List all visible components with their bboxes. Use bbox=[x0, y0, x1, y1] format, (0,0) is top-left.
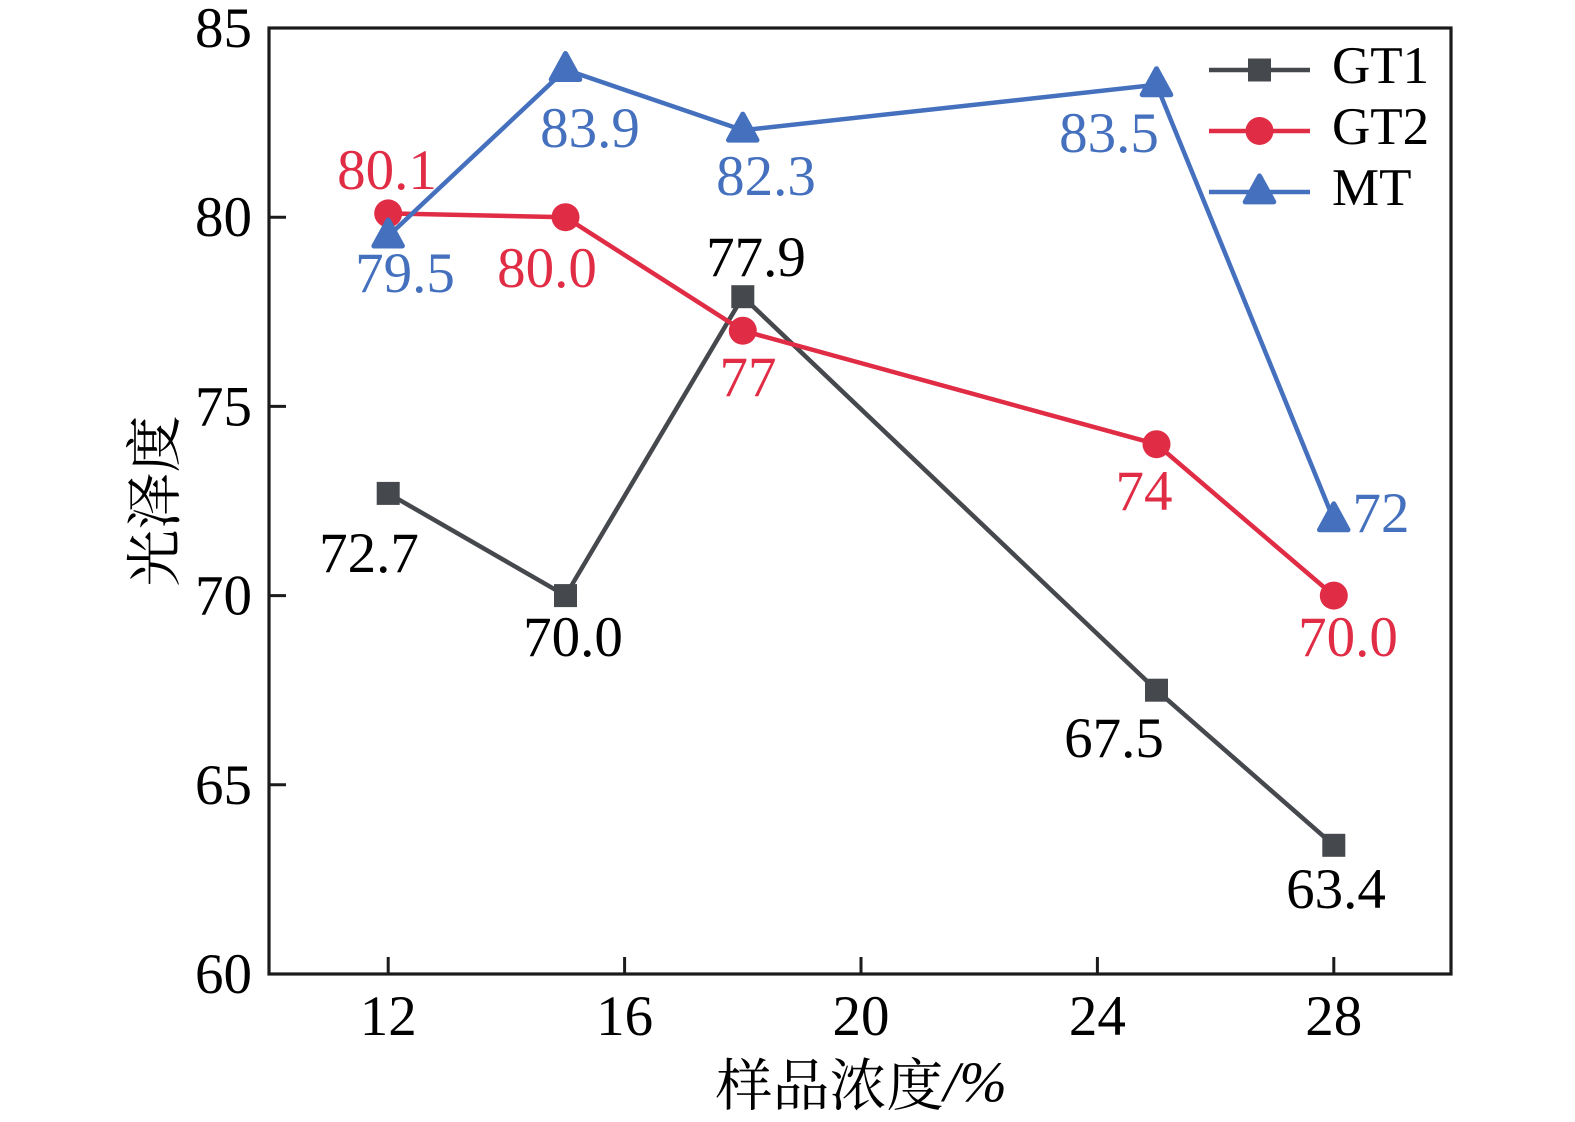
svg-text:60: 60 bbox=[195, 943, 252, 1006]
svg-text:70: 70 bbox=[195, 565, 252, 628]
svg-text:MT: MT bbox=[1332, 159, 1412, 217]
svg-text:80.1: 80.1 bbox=[337, 139, 437, 202]
svg-text:24: 24 bbox=[1069, 985, 1126, 1048]
svg-text:70.0: 70.0 bbox=[523, 606, 623, 669]
svg-text:20: 20 bbox=[833, 985, 890, 1048]
svg-text:GT1: GT1 bbox=[1332, 37, 1429, 95]
svg-text:12: 12 bbox=[360, 985, 417, 1048]
svg-text:85: 85 bbox=[195, 0, 252, 60]
svg-text:83.5: 83.5 bbox=[1059, 102, 1159, 165]
svg-text:74: 74 bbox=[1116, 460, 1173, 523]
svg-text:65: 65 bbox=[195, 754, 252, 817]
svg-text:80.0: 80.0 bbox=[497, 237, 597, 300]
svg-text:67.5: 67.5 bbox=[1064, 707, 1164, 770]
svg-text:72: 72 bbox=[1353, 482, 1410, 545]
svg-text:77.9: 77.9 bbox=[706, 226, 806, 289]
svg-text:82.3: 82.3 bbox=[716, 145, 816, 208]
svg-text:79.5: 79.5 bbox=[355, 242, 455, 305]
svg-text:80: 80 bbox=[195, 186, 252, 249]
svg-text:75: 75 bbox=[195, 375, 252, 438]
svg-text:28: 28 bbox=[1305, 985, 1362, 1048]
svg-text:63.4: 63.4 bbox=[1286, 858, 1386, 921]
svg-text:70.0: 70.0 bbox=[1298, 606, 1398, 669]
svg-text:83.9: 83.9 bbox=[540, 97, 640, 160]
svg-text:16: 16 bbox=[596, 985, 653, 1048]
svg-text:/%: /% bbox=[941, 1051, 1007, 1114]
svg-text:77: 77 bbox=[720, 346, 777, 409]
svg-text:GT2: GT2 bbox=[1332, 98, 1429, 156]
svg-text:72.7: 72.7 bbox=[319, 522, 419, 585]
